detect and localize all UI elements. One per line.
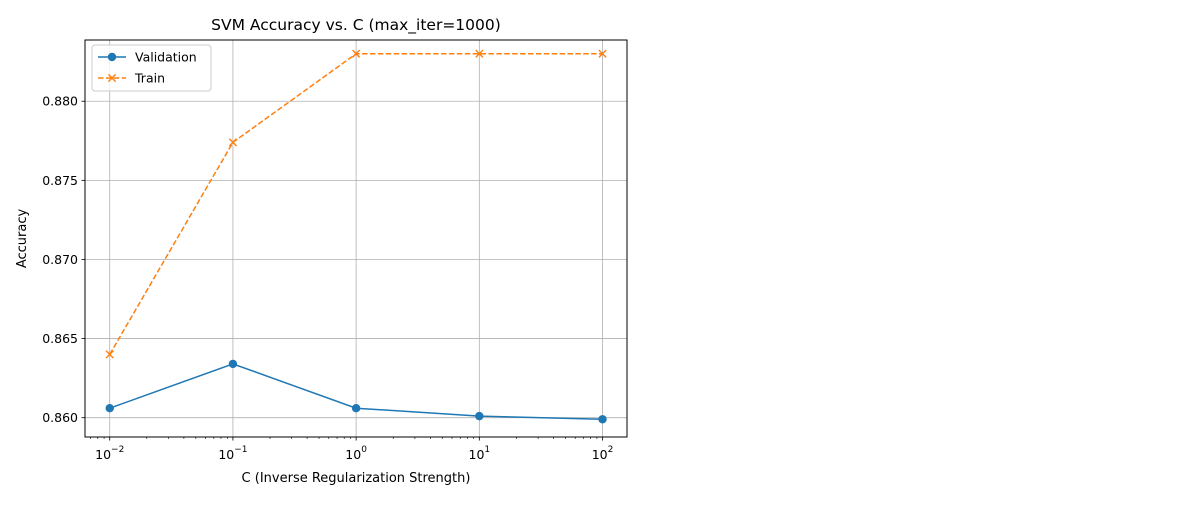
x-tick-label: 10−1	[218, 445, 247, 462]
data-point-train	[228, 138, 238, 147]
chart-title: SVM Accuracy vs. C (max_iter=1000)	[211, 16, 501, 35]
data-point-validation	[105, 404, 114, 413]
data-point-train	[598, 49, 607, 58]
legend-label-train: Train	[134, 71, 165, 86]
grid-lines	[85, 40, 627, 437]
x-tick-label: 10−2	[95, 445, 124, 462]
x-marker-stroke	[598, 49, 607, 58]
x-axis-label: C (Inverse Regularization Strength)	[242, 471, 471, 486]
x-marker-stroke	[107, 73, 117, 83]
data-point-validation	[351, 404, 361, 413]
data-point-validation	[598, 415, 607, 424]
x-tick-label: 102	[592, 445, 614, 462]
data-point-train	[475, 49, 484, 58]
y-tick-label: 0.870	[42, 252, 78, 267]
x-marker-stroke	[352, 49, 361, 58]
legend-marker-train	[107, 73, 117, 83]
x-tick-label: 101	[469, 445, 491, 462]
data-point-train	[105, 350, 114, 359]
x-marker-stroke	[475, 49, 484, 58]
x-marker-stroke	[105, 350, 114, 359]
x-tick-label: 100	[345, 445, 367, 462]
legend-label-validation: Validation	[135, 50, 197, 65]
series-layer	[105, 49, 607, 424]
data-point-validation	[228, 359, 238, 369]
legend: Validation Train	[91, 44, 212, 92]
y-tick-label: 0.880	[42, 94, 78, 109]
axis-ticks: 10−2 10−1 100 101 102 0.860 0.865 0.870 0.875 0.8…	[42, 94, 613, 462]
legend-marker-validation	[107, 52, 117, 62]
y-axis-label: Accuracy	[15, 209, 30, 269]
x-marker-stroke	[228, 138, 238, 147]
data-point-train	[352, 49, 361, 58]
y-tick-label: 0.860	[42, 410, 78, 425]
data-point-validation	[475, 411, 484, 421]
y-tick-label: 0.875	[42, 173, 78, 188]
y-tick-label: 0.865	[42, 331, 78, 346]
